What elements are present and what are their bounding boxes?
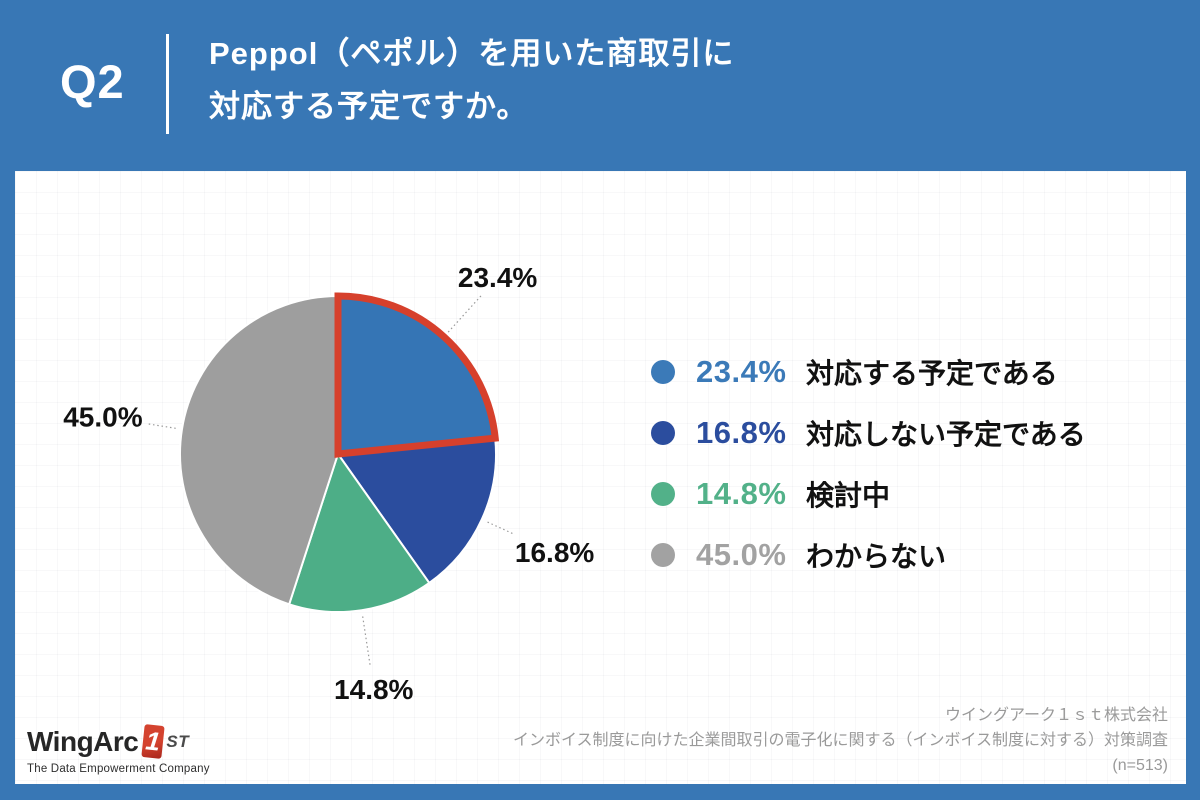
data-label-1: 23.4% <box>458 262 537 293</box>
question-title-line1: Peppol（ペポル）を用いた商取引に <box>209 36 735 71</box>
legend-row-3: 14.8% 検討中 <box>651 476 1086 511</box>
wingarc-logo-row: WingArc 1 ST <box>27 724 210 759</box>
legend-dot-green <box>651 482 675 506</box>
legend-row-4: 45.0% わからない <box>651 537 1086 572</box>
legend-percent-2: 16.8% <box>696 415 787 450</box>
leader-line-1 <box>447 294 482 333</box>
credit-company: ウイングアーク１ｓｔ株式会社 <box>944 707 1168 724</box>
logo-one-digit: 1 <box>144 725 163 757</box>
legend-percent-4: 45.0% <box>696 537 787 572</box>
legend-label-2: 対応しない予定である <box>806 419 1086 450</box>
legend-dot-gray <box>651 543 675 567</box>
pie-chart: 23.4% 16.8% 14.8% 45.0% <box>63 262 594 705</box>
logo-suffix: ST <box>166 731 190 751</box>
credit-sample-size: (n=513) <box>1112 757 1168 774</box>
footer-credits: ウイングアーク１ｓｔ株式会社 インボイス制度に向けた企業間取引の電子化に関する（… <box>513 703 1168 778</box>
legend-row-2: 16.8% 対応しない予定である <box>651 415 1086 450</box>
legend-label-4: わからない <box>806 541 947 572</box>
leader-line-3 <box>362 616 371 666</box>
leader-line-4 <box>147 423 176 429</box>
data-label-4: 45.0% <box>63 401 142 432</box>
legend-label-1: 対応する予定である <box>806 358 1058 389</box>
pie-slice-4 <box>179 295 339 606</box>
pie-slice-2 <box>337 437 497 584</box>
pie-slice-3 <box>288 453 431 613</box>
logo-wordmark: WingArc <box>27 725 139 757</box>
legend-dot-darkblue <box>651 421 675 445</box>
pie-highlight-outline <box>334 292 500 458</box>
legend-dot-blue <box>651 360 675 384</box>
header-divider <box>166 34 169 134</box>
leader-line-2 <box>487 521 514 535</box>
legend-percent-3: 14.8% <box>696 476 787 511</box>
logo-tagline: The Data Empowerment Company <box>27 763 210 775</box>
question-header: Q2 Peppol（ペポル）を用いた商取引に 対応する予定ですか。 <box>0 0 1200 171</box>
data-label-3: 14.8% <box>334 674 413 705</box>
credit-survey: インボイス制度に向けた企業間取引の電子化に関する（インボイス制度に対する）対策調… <box>512 732 1168 749</box>
chart-card: 23.4% 16.8% 14.8% 45.0% 23.4% 対応する予定である 16.… <box>15 171 1186 784</box>
question-number: Q2 <box>60 55 125 108</box>
question-title-line2: 対応する予定ですか。 <box>209 89 529 124</box>
legend-percent-1: 23.4% <box>696 354 787 389</box>
question-title: Peppol（ペポル）を用いた商取引に 対応する予定ですか。 <box>209 27 734 133</box>
legend: 23.4% 対応する予定である 16.8% 対応しない予定である 14.8% 検… <box>651 354 1086 600</box>
data-label-2: 16.8% <box>515 537 594 568</box>
wingarc-logo: WingArc 1 ST The Data Empowerment Compan… <box>27 724 210 775</box>
legend-label-3: 検討中 <box>806 480 891 511</box>
legend-row-1: 23.4% 対応する予定である <box>651 354 1086 389</box>
logo-one-badge: 1 <box>141 724 166 759</box>
